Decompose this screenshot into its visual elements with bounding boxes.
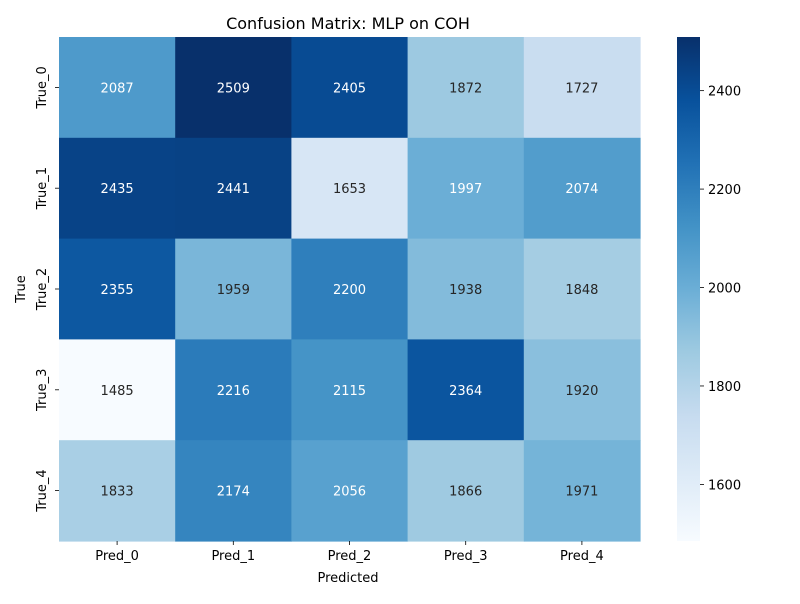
y-tick-label: True_4	[35, 469, 50, 512]
heatmap-cell	[523, 440, 641, 542]
heatmap-cell	[175, 440, 292, 542]
x-tick-label: Pred_3	[444, 549, 488, 564]
heatmap-cell	[175, 37, 292, 139]
heatmap-cell	[407, 37, 525, 139]
heatmap-cell	[175, 238, 292, 340]
heatmap-cells: 2087 2509 2405 1872 1727 2435 2441 1653 1997 2074…	[59, 37, 641, 542]
y-axis-label: True	[14, 275, 29, 304]
colorbar-tick-label: 1800	[708, 380, 741, 395]
cell-value-label: 1833	[101, 485, 134, 500]
heatmap-cell	[59, 137, 176, 240]
x-tick-label: Pred_2	[328, 549, 372, 564]
colorbar-tick-label: 2200	[708, 183, 741, 198]
cell-value-label: 2509	[217, 81, 250, 96]
heatmap-cell	[59, 37, 176, 139]
cell-value-label: 2355	[101, 283, 134, 298]
heatmap-cell	[175, 339, 292, 441]
cell-value-label: 1485	[101, 384, 134, 399]
cell-value-label: 1872	[449, 81, 482, 96]
cell-value-label: 2364	[449, 384, 482, 399]
colorbar: 1600 1800 2000 2200 2400	[677, 37, 741, 541]
cell-value-label: 2200	[333, 283, 366, 298]
chart-title: Confusion Matrix: MLP on COH	[226, 14, 470, 33]
cell-value-label: 1997	[449, 182, 482, 197]
cell-value-label: 1971	[565, 485, 598, 500]
x-tick-label: Pred_0	[95, 549, 139, 564]
y-tick-label: True_3	[35, 369, 50, 412]
colorbar-tick-label: 1600	[708, 478, 741, 493]
y-tick-label: True_2	[35, 268, 50, 311]
cell-value-label: 2056	[333, 485, 366, 500]
cell-value-label: 2435	[101, 182, 134, 197]
heatmap-cell	[407, 440, 525, 542]
y-tick-labels: True_0 True_1 True_2 True_3 True_4	[35, 66, 59, 513]
heatmap-cell	[59, 238, 176, 340]
heatmap-cell	[59, 440, 176, 542]
heatmap-cell	[523, 137, 641, 240]
colorbar-tick-label: 2000	[708, 282, 741, 297]
heatmap-cell	[407, 137, 525, 240]
heatmap-cell	[523, 238, 641, 340]
cell-value-label: 1866	[449, 485, 482, 500]
cell-value-label: 2174	[217, 485, 250, 500]
colorbar-gradient	[677, 37, 700, 541]
heatmap-cell	[523, 37, 641, 139]
cell-value-label: 1727	[565, 81, 598, 96]
heatmap-cell	[291, 37, 409, 139]
heatmap-cell	[407, 339, 525, 441]
heatmap-cell	[291, 137, 409, 240]
y-tick-label: True_1	[35, 167, 50, 210]
cell-value-label: 2405	[333, 81, 366, 96]
cell-value-label: 2115	[333, 384, 366, 399]
cell-value-label: 2216	[217, 384, 250, 399]
x-tick-labels: Pred_0 Pred_1 Pred_2 Pred_3 Pred_4	[95, 541, 604, 564]
heatmap-cell	[59, 339, 176, 441]
heatmap-cell	[407, 238, 525, 340]
heatmap-cell	[523, 339, 641, 441]
heatmap-cell	[291, 440, 409, 542]
cell-value-label: 1959	[217, 283, 250, 298]
y-tick-label: True_0	[35, 66, 50, 109]
cell-value-label: 2441	[217, 182, 250, 197]
colorbar-tick-label: 2400	[708, 85, 741, 100]
cell-value-label: 1653	[333, 182, 366, 197]
cell-value-label: 1938	[449, 283, 482, 298]
cell-value-label: 1920	[565, 384, 598, 399]
x-tick-label: Pred_1	[211, 549, 255, 564]
x-tick-label: Pred_4	[560, 549, 604, 564]
cell-value-label: 2074	[565, 182, 598, 197]
heatmap-cell	[175, 137, 292, 240]
heatmap-cell	[291, 238, 409, 340]
heatmap-cell	[291, 339, 409, 441]
x-axis-label: Predicted	[317, 571, 378, 586]
cell-value-label: 1848	[565, 283, 598, 298]
cell-value-label: 2087	[101, 81, 134, 96]
